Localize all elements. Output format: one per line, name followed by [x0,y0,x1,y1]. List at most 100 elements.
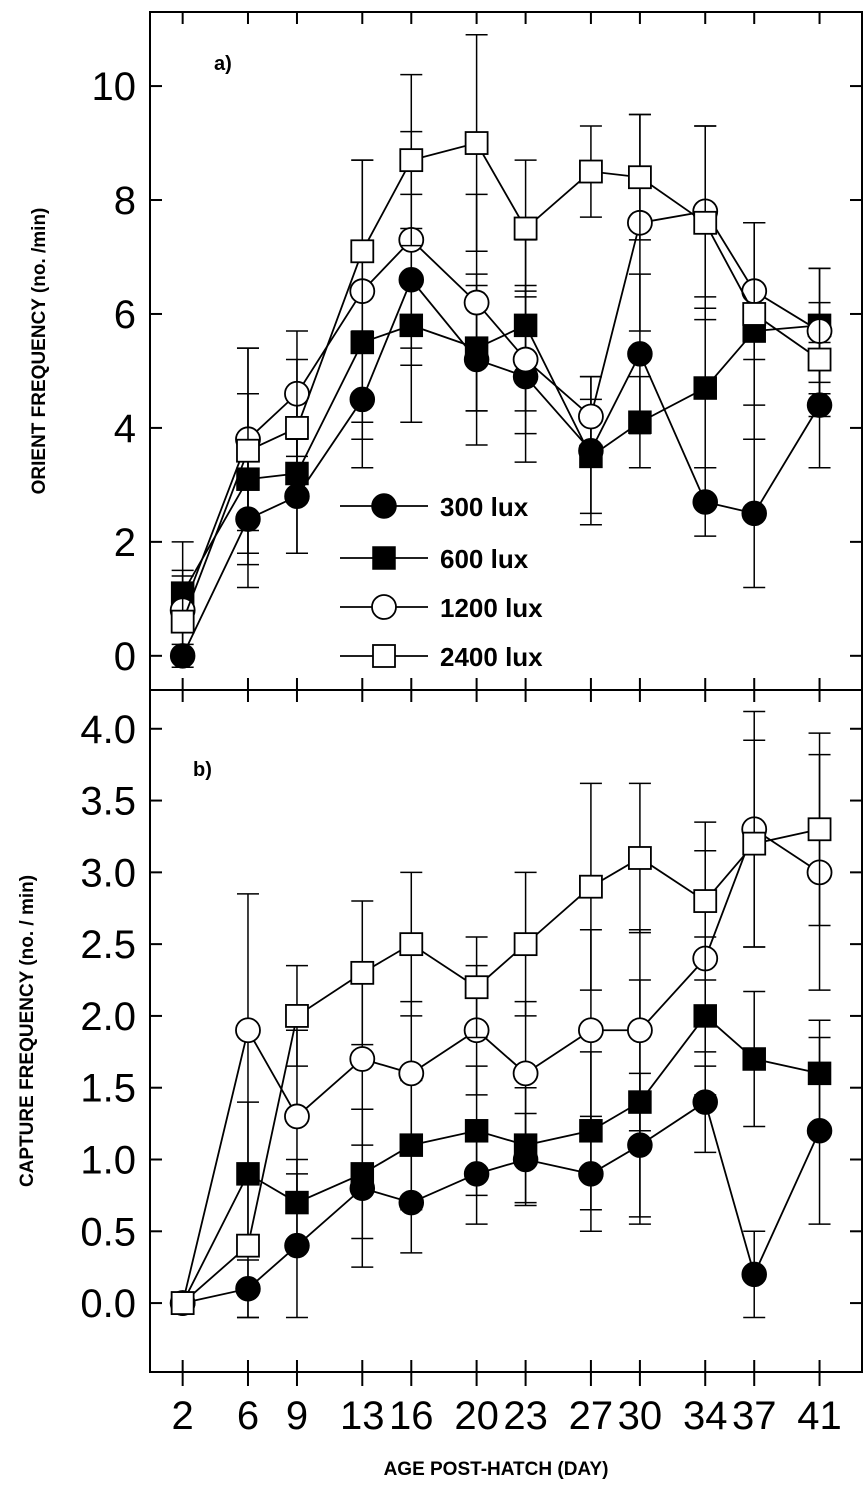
panel-b-data-point [628,846,652,870]
panel-b-label: b) [193,759,212,781]
panel-b-data-point [398,1060,425,1087]
panel-b-data-point [349,1046,376,1072]
panel-a-label: a) [214,53,232,75]
legend-label: 2400 lux [440,642,543,672]
panel-a-y-tick-label: 8 [114,179,136,223]
panel-b-x-tick-label: 37 [732,1394,777,1438]
legend-marker [371,493,397,519]
panel-b-x-tick-label: 13 [340,1394,385,1438]
panel-a-data-point [170,609,195,634]
panel-b-y-tick-label: 2.0 [80,995,136,1039]
panel-b-frame [149,689,863,1373]
panel-a-data-point [693,210,718,235]
panel-a-orient-frequency: 0 2 4 6 8 10 ORIENT FREQUENCY (no. /min) a) 300 … [29,11,863,691]
panel-b-x-tick-label: 30 [618,1394,663,1438]
panel-a-data-point [464,131,489,155]
panel-b-data-point [513,932,538,957]
panel-b-data-point [578,1017,604,1044]
panel-b-y-tick-label: 1.5 [80,1067,136,1111]
panel-a-y-tick-label: 6 [114,293,136,337]
panel-b-series-2400-lux [170,732,832,1319]
panel-a-data-point [807,347,832,372]
panel-b-x-tick-label: 34 [683,1394,728,1438]
panel-b-x-tick-label: 41 [797,1394,842,1438]
panel-b-y-tick-label: 2.5 [80,923,136,967]
panel-b-x-tick-label: 6 [237,1394,259,1438]
panel-b-data-point [742,1047,766,1071]
panel-a-data-point [693,376,717,400]
panel-b-x-tick-label: 9 [286,1394,308,1438]
panel-b-data-point [235,1017,261,1044]
panel-b-series-300-lux [169,1036,833,1319]
panel-b-x-tick-label: 27 [569,1394,614,1438]
panel-b-data-point [512,1060,539,1087]
x-axis-title: AGE POST-HATCH (DAY) [384,1459,609,1480]
panel-b-data-point [693,889,718,913]
panel-b-series-line [182,828,820,1304]
panel-b-y-tick-label: 0.0 [80,1282,136,1326]
panel-b-y-tick-label: 3.5 [80,780,136,824]
panel-b-data-point [399,932,424,957]
legend-marker [372,546,396,570]
panel-b-data-point [742,831,767,856]
panel-a-frame [149,11,863,691]
legend-marker [371,594,397,620]
panel-b-data-point [807,1061,832,1086]
panel-a-y-axis-title: ORIENT FREQUENCY (no. /min) [29,208,50,495]
panel-a-series-2400-lux [170,34,832,668]
panel-a-y-tick-label: 10 [92,65,137,109]
panel-b-data-point [579,874,603,899]
panel-b-series-1200-lux [169,710,833,1316]
panel-b-data-point [284,1103,310,1130]
panel-a-data-point [236,438,260,463]
panel-b-data-point [464,975,489,1000]
panel-b-series-line [181,827,821,1304]
legend-marker [372,644,396,668]
panel-a-data-point [741,500,767,527]
panel-a-data-point [692,489,718,515]
panel-a-data-point [578,403,604,430]
panel-b-data-point [741,1261,767,1288]
panel-b-x-tick-label: 2 [172,1394,194,1438]
legend-label: 300 lux [440,492,529,522]
panel-b-series-600-lux [170,936,832,1315]
panel-a-data-point [350,239,375,264]
panel-b-data-point [170,1291,195,1315]
panel-b-capture-frequency: 0.0 0.5 1.0 1.5 2.0 2.5 3.0 3.5 4.0 2 6 9 13 16 20 23 27… [17,689,863,1438]
panel-a-data-point [285,416,309,440]
panel-a-data-point [579,159,603,184]
legend-label: 600 lux [440,544,529,574]
panel-b-data-point [350,1162,375,1186]
panel-b-y-tick-label: 4.0 [80,708,136,752]
panel-b-y-tick-label: 1.0 [80,1139,136,1183]
panel-a-data-point [628,165,652,190]
panel-a-data-point [399,148,424,173]
panel-b-series-line [182,1100,821,1304]
panel-b-data-point [464,1119,489,1143]
panel-a-data-point [513,216,538,241]
panel-b-data-point [236,1233,260,1258]
panel-b-y-tick-label: 3.0 [80,851,136,895]
panel-a-y-tick-label: 2 [114,521,136,565]
legend-label: 1200 lux [440,593,543,623]
panel-a-data-point [742,302,767,326]
panel-a-data-point [628,410,652,434]
panel-b-x-tick-label: 16 [389,1394,434,1438]
panel-b-x-tick-label: 23 [503,1394,548,1438]
panel-a-data-point [627,341,653,367]
panel-b-data-point [350,960,375,985]
panel-a-y-tick-label: 0 [114,635,136,679]
panel-b-data-point [627,1017,653,1044]
panel-a-data-point [463,289,490,316]
panel-a-series-600-lux [170,222,832,646]
panel-b-data-point [285,1004,309,1028]
panel-b-y-axis-title: CAPTURE FREQUENCY (no. / min) [17,875,38,1187]
panel-b-data-point [807,817,832,842]
panel-a-legend: 300 lux 600 lux 1200 lux 2400 lux [340,492,543,672]
panel-b-x-tick-label: 20 [454,1394,499,1438]
panel-b-y-tick-label: 0.5 [80,1210,136,1254]
panel-a-data-point [512,346,539,373]
panel-b-series-line [181,1014,820,1304]
panel-a-y-tick-label: 4 [114,407,136,451]
